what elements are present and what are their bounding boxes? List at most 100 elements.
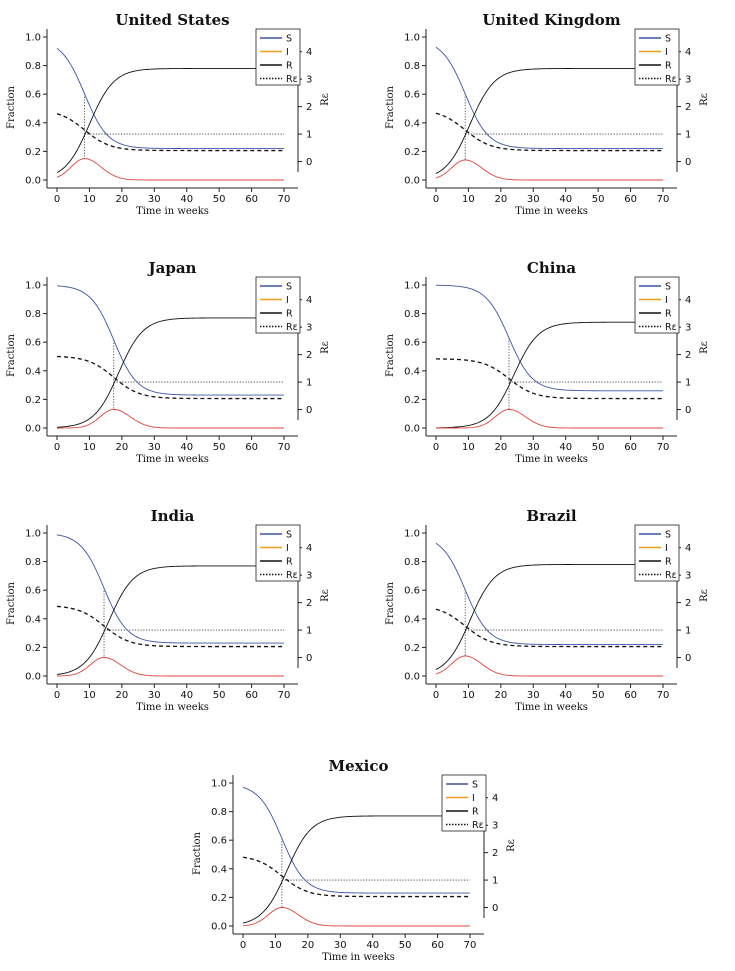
x-tick-label: 70 <box>657 194 670 205</box>
y2-tick-label: 0 <box>685 405 691 416</box>
y2-tick-label: 2 <box>306 598 312 609</box>
y2-axis-label: Rε <box>320 93 331 106</box>
x-tick-label: 40 <box>559 194 572 205</box>
x-tick-label: 20 <box>115 690 128 701</box>
x-tick-label: 20 <box>494 442 507 453</box>
legend-label: Rε <box>665 570 677 581</box>
y-tick-label: 0.0 <box>25 424 41 435</box>
x-tick-label: 70 <box>278 690 291 701</box>
x-tick-label: 10 <box>83 690 96 701</box>
x-tick-label: 60 <box>624 442 637 453</box>
x-tick-label: 0 <box>54 194 60 205</box>
x-tick-label: 70 <box>464 940 477 951</box>
x-tick-label: 50 <box>592 690 605 701</box>
legend-label: I <box>286 543 289 554</box>
y2-tick-label: 3 <box>685 75 691 86</box>
y-tick-label: 0.2 <box>25 147 41 158</box>
x-axis-label: Time in weeks <box>136 702 209 713</box>
x-tick-label: 50 <box>399 940 412 951</box>
y-tick-label: 0.4 <box>25 614 41 625</box>
x-tick-label: 70 <box>657 690 670 701</box>
y-tick-label: 0.0 <box>404 424 420 435</box>
series-re-line <box>435 358 663 400</box>
y2-tick-label: 4 <box>685 543 691 554</box>
y-tick-label: 0.0 <box>404 176 420 187</box>
y2-tick-label: 2 <box>306 350 312 361</box>
chart-panel: Mexico 0 10 20 30 40 50 60 70 0.0 0.2 0.4 0.6 0.8 1.0 0… <box>192 757 517 963</box>
legend-label: Rε <box>665 322 677 333</box>
series-re-line <box>435 608 663 648</box>
y-axis-label: Fraction <box>385 581 396 625</box>
x-tick-label: 10 <box>83 194 96 205</box>
legend-label: S <box>286 34 292 45</box>
y-tick-label: 0.2 <box>211 893 227 904</box>
chart-panel: China 0 10 20 30 40 50 60 70 0.0 0.2 0.4 0.6 0.8 1.0 0 1… <box>385 259 710 465</box>
series-r-line <box>56 565 284 675</box>
series-i-line <box>435 655 663 677</box>
series-s-line <box>435 46 663 149</box>
legend-label: I <box>665 295 668 306</box>
series-i-line <box>242 906 470 927</box>
y-tick-label: 0.6 <box>25 586 41 597</box>
x-tick-label: 20 <box>494 194 507 205</box>
x-tick-label: 10 <box>462 194 475 205</box>
y2-tick-label: 2 <box>492 848 498 859</box>
y-tick-label: 0.6 <box>25 90 41 101</box>
x-axis-label: Time in weeks <box>515 206 588 217</box>
y2-tick-label: 0 <box>306 405 312 416</box>
y2-tick-label: 3 <box>306 323 312 334</box>
y-tick-label: 0.6 <box>25 338 41 349</box>
chart-panel: Brazil 0 10 20 30 40 50 60 70 0.0 0.2 0.4 0.6 0.8 1.0 0… <box>385 507 710 713</box>
x-tick-label: 70 <box>278 194 291 205</box>
y2-tick-label: 1 <box>306 626 312 637</box>
legend-label: S <box>665 282 671 293</box>
y-tick-label: 0.2 <box>404 395 420 406</box>
legend-label: I <box>286 47 289 58</box>
y-axis-label: Fraction <box>6 333 17 377</box>
legend-label: R <box>286 557 293 568</box>
series-s-line <box>56 534 284 644</box>
x-tick-label: 40 <box>366 940 379 951</box>
x-axis-label: Time in weeks <box>136 206 209 217</box>
y-tick-label: 0.8 <box>404 61 420 72</box>
y2-tick-label: 3 <box>492 821 498 832</box>
y2-tick-label: 1 <box>685 378 691 389</box>
legend-label: S <box>665 530 671 541</box>
y-tick-label: 0.2 <box>404 147 420 158</box>
series-i-line <box>57 408 284 429</box>
x-tick-label: 20 <box>115 442 128 453</box>
x-tick-label: 40 <box>180 690 193 701</box>
y-tick-label: 0.4 <box>211 864 227 875</box>
y-tick-label: 0.6 <box>404 90 420 101</box>
series-s-line <box>435 542 663 645</box>
chart-title: Japan <box>147 259 197 277</box>
y-tick-label: 0.0 <box>211 922 227 933</box>
y-axis-label: Fraction <box>6 85 17 129</box>
series-re-line <box>242 856 470 898</box>
y2-tick-label: 0 <box>685 157 691 168</box>
x-tick-label: 60 <box>245 690 258 701</box>
y2-tick-label: 0 <box>685 653 691 664</box>
series-i-line <box>435 159 663 181</box>
x-tick-label: 50 <box>213 690 226 701</box>
legend-label: R <box>665 309 672 320</box>
y2-tick-label: 0 <box>306 653 312 664</box>
x-tick-label: 30 <box>334 940 347 951</box>
legend-label: I <box>665 543 668 554</box>
chart-title: China <box>527 259 576 277</box>
series-s-line <box>56 285 284 396</box>
legend-label: Rε <box>286 74 298 85</box>
y-tick-label: 0.8 <box>25 61 41 72</box>
series-i-line <box>436 408 663 429</box>
y-tick-label: 1.0 <box>25 281 41 292</box>
y-tick-label: 0.4 <box>404 118 420 129</box>
y-tick-label: 0.8 <box>211 807 227 818</box>
y-axis-label: Fraction <box>385 333 396 377</box>
series-i-line <box>56 158 284 181</box>
x-tick-label: 30 <box>148 690 161 701</box>
series-s-line <box>56 48 284 149</box>
y2-tick-label: 3 <box>306 571 312 582</box>
x-tick-label: 50 <box>592 194 605 205</box>
y-tick-label: 0.4 <box>404 614 420 625</box>
